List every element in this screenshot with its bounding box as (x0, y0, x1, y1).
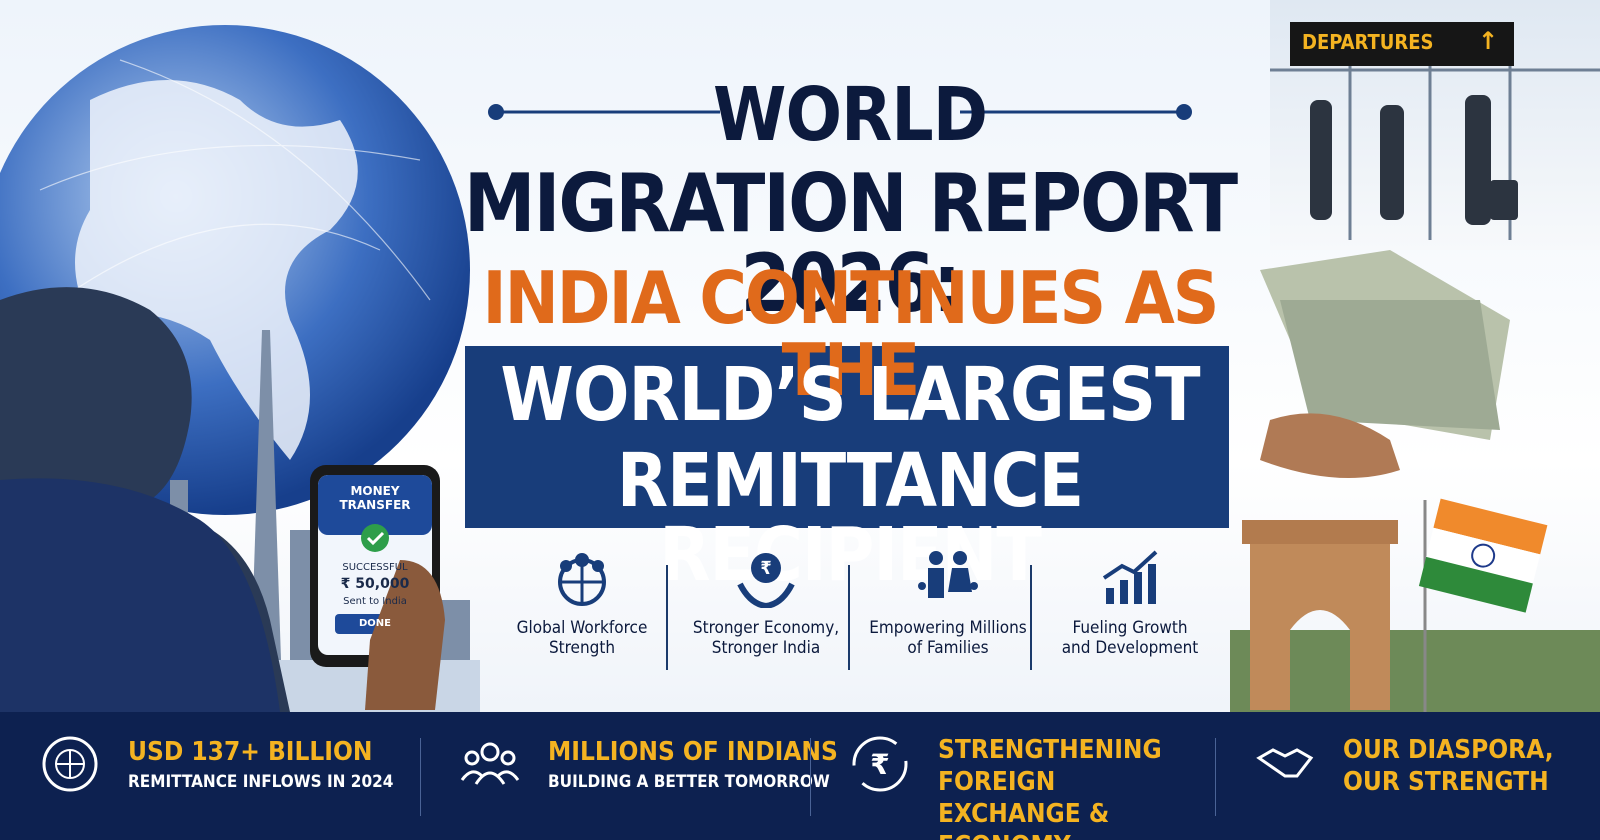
phone-button-label: DONE (358, 618, 391, 629)
title-line: WORLD (712, 72, 988, 158)
phone-status: SUCCESSFUL (342, 562, 408, 573)
title-rule (488, 104, 1192, 120)
stat-subline: BUILDING A BETTER TOMORROW (548, 772, 830, 792)
svg-text:₹: ₹ (870, 748, 889, 781)
check-mark (366, 531, 385, 546)
stat-icon (1256, 748, 1314, 778)
feature-label: Stronger India (711, 638, 821, 658)
feature-icon (558, 553, 606, 606)
title-line: WORLD’S LARGEST (500, 352, 1200, 438)
stat-text: MILLIONS OF INDIANS BUILDING A BETTER TOM… (548, 736, 838, 792)
stat: OUR DIASPORA, OUR STRENGTH (1253, 712, 1600, 840)
departures-label: DEPARTURES (1302, 30, 1434, 54)
feature-label: Stronger Economy, (692, 618, 840, 638)
stat-icon (460, 742, 520, 785)
feature: ₹ Stronger Economy, Stronger India (676, 548, 856, 658)
stat-headline: MILLIONS OF INDIANS (548, 737, 838, 767)
feature-icon (1102, 550, 1158, 604)
stat-text: USD 137+ BILLION REMITTANCE INFLOWS IN 20… (128, 736, 393, 792)
separator (848, 565, 850, 670)
separator (420, 738, 421, 816)
left-illustration (0, 25, 480, 712)
person-shirt (0, 478, 280, 712)
stats-bar (0, 712, 1600, 840)
feature-icon (918, 551, 978, 598)
stat-headline: USD 137+ BILLION (128, 737, 373, 767)
feature-label: Strength (548, 638, 616, 658)
departures-board (1290, 22, 1514, 66)
feature: Empowering Millions of Families (858, 548, 1038, 658)
separator (810, 738, 811, 816)
feature-label: of Families (907, 638, 989, 658)
trees (1230, 630, 1600, 712)
stat-headline: OUR STRENGTH (1343, 767, 1549, 797)
departures-arrow: ↑ (1478, 27, 1499, 55)
phone-note: Sent to India (343, 596, 407, 607)
phone-heading: MONEY TRANSFER (318, 484, 432, 512)
india-gate (1250, 540, 1390, 710)
phone-header (318, 475, 432, 535)
feature-label: Fueling Growth (1072, 618, 1188, 638)
stat: MILLIONS OF INDIANS BUILDING A BETTER TOM… (458, 712, 838, 840)
phone-heading-line: TRANSFER (339, 498, 411, 512)
phone-heading-line: MONEY (350, 484, 400, 498)
separator (666, 565, 668, 670)
stat-icon (42, 736, 98, 792)
svg-text:₹: ₹ (760, 558, 771, 579)
stat-headline: STRENGTHENING FOREIGN (938, 735, 1162, 797)
stat-headline: EXCHANGE & ECONOMY (938, 799, 1110, 840)
stat: USD 137+ BILLION REMITTANCE INFLOWS IN 20… (38, 712, 418, 840)
check-icon (361, 524, 389, 552)
hand (1260, 413, 1400, 478)
feature-label: Global Workforce (516, 618, 648, 638)
feature: Fueling Growth and Development (1040, 548, 1220, 658)
title-line: MIGRATION REPORT 2026: (463, 157, 1238, 330)
stat-text: OUR DIASPORA, OUR STRENGTH (1343, 734, 1554, 798)
title-line: INDIA CONTINUES AS THE (482, 256, 1220, 412)
continents (75, 80, 358, 460)
flag (1418, 498, 1548, 613)
stat-subline: REMITTANCE INFLOWS IN 2024 (128, 772, 394, 792)
phone-amount: ₹ 50,000 (340, 576, 410, 592)
feature-icon: ₹ (737, 553, 795, 608)
stat-headline: OUR DIASPORA, (1343, 735, 1554, 765)
india-gate-top (1242, 520, 1398, 544)
feature-label: Empowering Millions (869, 618, 1027, 638)
title-highlight-box (465, 346, 1229, 528)
banknotes (1260, 250, 1510, 440)
title-line: REMITTANCE RECIPIENT (616, 438, 1084, 598)
routes (39, 59, 431, 301)
separator (1215, 738, 1216, 816)
right-illustration (1230, 0, 1600, 712)
hand (365, 560, 445, 710)
stat-icon: ₹ (852, 736, 908, 792)
feature-label: and Development (1061, 638, 1199, 658)
travelers (1310, 95, 1518, 225)
separator (1030, 565, 1032, 670)
feature: Global Workforce Strength (492, 548, 672, 658)
